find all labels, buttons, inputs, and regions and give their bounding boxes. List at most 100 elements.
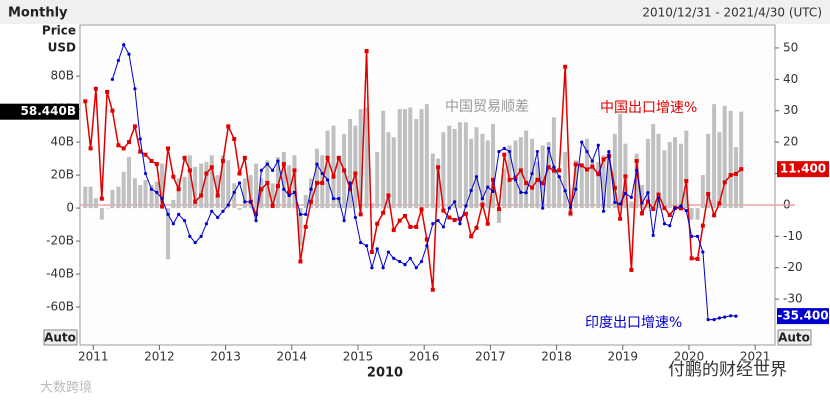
y-tick-label: 80B xyxy=(50,69,74,83)
marker xyxy=(464,204,468,208)
marker xyxy=(469,234,474,239)
marker xyxy=(220,158,225,163)
marker xyxy=(259,168,263,172)
bar xyxy=(496,208,501,223)
marker xyxy=(204,171,209,176)
marker xyxy=(204,222,209,226)
bar xyxy=(485,140,490,209)
auto-label[interactable]: Auto xyxy=(44,331,76,345)
auto-button[interactable] xyxy=(43,329,78,346)
bar xyxy=(645,138,650,209)
bar xyxy=(309,178,314,209)
bar xyxy=(535,161,540,209)
x-tick-label: 2018 xyxy=(541,350,572,364)
marker xyxy=(656,196,661,200)
marker xyxy=(298,259,303,264)
marker xyxy=(518,168,523,173)
marker xyxy=(585,167,590,172)
y-tick-label: 40B xyxy=(50,135,74,149)
marker xyxy=(530,171,534,176)
bar xyxy=(116,186,121,209)
y-tick-label: -20B xyxy=(46,234,74,248)
y2-tick-label: -30 xyxy=(783,292,803,306)
marker xyxy=(226,203,230,207)
marker xyxy=(662,206,667,211)
marker xyxy=(436,219,440,223)
marker xyxy=(541,206,545,210)
marker xyxy=(496,207,501,212)
marker xyxy=(320,180,325,185)
marker xyxy=(551,168,556,173)
bar xyxy=(491,123,496,209)
marker xyxy=(105,89,110,94)
marker xyxy=(563,64,568,69)
marker xyxy=(568,211,573,216)
marker xyxy=(684,208,688,213)
bar xyxy=(513,140,518,209)
marker xyxy=(160,204,165,209)
marker xyxy=(607,149,611,154)
marker xyxy=(116,143,121,148)
bar xyxy=(452,128,457,209)
marker xyxy=(331,174,336,179)
bar xyxy=(358,109,363,209)
y2-tick-label: -10 xyxy=(783,229,803,243)
marker xyxy=(259,187,264,192)
bar xyxy=(408,107,413,209)
marker xyxy=(689,256,694,261)
marker xyxy=(712,213,717,218)
marker xyxy=(116,58,120,63)
marker xyxy=(408,224,413,229)
bar xyxy=(728,110,733,209)
bar xyxy=(314,148,319,209)
marker xyxy=(629,267,634,272)
marker xyxy=(662,222,667,226)
bar xyxy=(463,122,468,209)
bar xyxy=(524,130,529,209)
auto-label[interactable]: Auto xyxy=(778,331,810,345)
marker xyxy=(651,207,656,212)
bar xyxy=(287,165,292,209)
bar xyxy=(83,186,88,209)
marker xyxy=(232,190,236,194)
marker xyxy=(463,211,468,216)
marker xyxy=(166,146,171,151)
marker xyxy=(365,244,369,248)
bar xyxy=(579,166,584,209)
y-tick-label: 20B xyxy=(50,168,74,182)
marker xyxy=(480,202,485,207)
bar xyxy=(375,152,380,209)
marker xyxy=(154,162,159,167)
bar xyxy=(402,109,407,209)
marker xyxy=(381,210,386,215)
marker xyxy=(717,316,722,320)
marker xyxy=(133,87,137,91)
y2-tick-label: 40 xyxy=(783,72,798,86)
bar xyxy=(369,203,374,209)
marker xyxy=(391,228,396,233)
marker xyxy=(640,201,644,205)
marker xyxy=(353,215,357,220)
marker xyxy=(535,177,540,182)
marker xyxy=(458,222,462,226)
marker xyxy=(188,234,192,238)
marker xyxy=(634,158,639,163)
auto-button[interactable] xyxy=(777,329,812,346)
marker xyxy=(734,314,738,318)
marker xyxy=(292,168,297,173)
marker xyxy=(452,218,457,223)
marker xyxy=(557,175,561,179)
bar xyxy=(193,166,198,209)
bar xyxy=(441,132,446,209)
marker xyxy=(623,191,628,195)
marker xyxy=(209,165,214,170)
bar xyxy=(336,156,341,209)
marker xyxy=(739,167,744,172)
y2-tick-label: 20 xyxy=(783,135,798,149)
marker xyxy=(601,157,606,162)
bar xyxy=(612,133,617,209)
marker xyxy=(110,77,115,81)
marker xyxy=(540,181,545,186)
marker xyxy=(337,197,341,201)
marker xyxy=(706,317,710,322)
